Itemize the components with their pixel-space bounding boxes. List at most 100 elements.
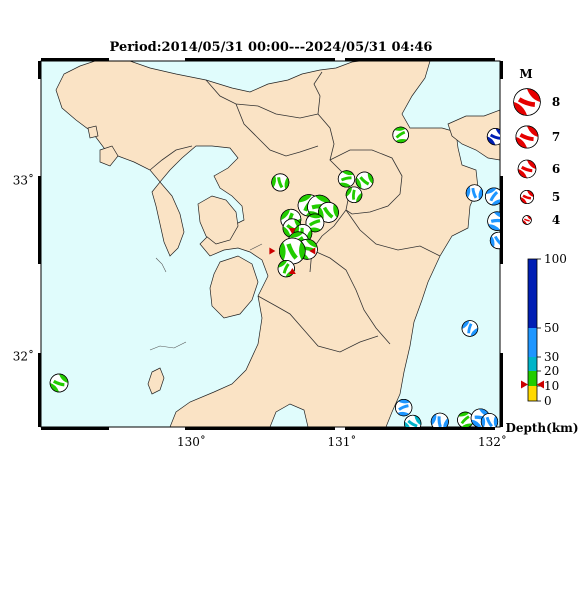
earthquake-mechanism[interactable] <box>428 410 451 433</box>
beachball-quadrant <box>527 88 541 102</box>
beachball-quadrant <box>488 224 500 231</box>
depth-band <box>528 357 537 371</box>
beachball-quadrant <box>527 126 538 137</box>
depth-tick-label: 10 <box>544 379 559 393</box>
beachball-quadrant <box>490 236 495 248</box>
beachball-quadrant <box>527 160 536 169</box>
beachball-quadrant <box>283 226 291 238</box>
earthquake-mechanism[interactable] <box>390 124 412 146</box>
beachball-band <box>471 187 478 199</box>
magnitude-legend-ball[interactable] <box>519 189 535 205</box>
earthquake-mechanism[interactable] <box>49 373 69 393</box>
earthquake-mechanism[interactable] <box>353 169 375 191</box>
beachball-rim <box>430 412 449 427</box>
earthquake-mechanism[interactable] <box>392 396 415 419</box>
earthquake-mechanism[interactable] <box>335 168 358 191</box>
frame-ticks <box>38 58 503 430</box>
beachball-quadrant <box>298 194 312 203</box>
beachball-quadrant <box>493 415 498 427</box>
beachball-quadrant <box>50 383 60 392</box>
earthquake-mechanism[interactable] <box>268 170 292 194</box>
beachball-quadrant <box>471 419 482 427</box>
beachball-band <box>286 243 298 260</box>
beachball-quadrant <box>280 209 290 221</box>
land-islands-nw <box>87 125 119 167</box>
beachball-quadrant <box>527 190 534 197</box>
beachball-quadrant <box>431 414 437 426</box>
earthquake-mechanism[interactable] <box>461 320 479 337</box>
beachball-quadrant <box>491 198 500 205</box>
beachball-rim <box>271 173 290 192</box>
earthquake-mechanism[interactable] <box>487 229 510 252</box>
earthquake-mechanism[interactable] <box>486 128 504 146</box>
beachball-band <box>437 416 442 427</box>
earthquake-mechanism[interactable] <box>463 181 486 204</box>
beachball-rim <box>519 189 535 205</box>
beachball-quadrant <box>367 172 373 184</box>
magnitude-legend-title: M <box>519 67 532 81</box>
beachball-band <box>519 133 534 142</box>
map-panel: 130˚ 131˚ 132˚ 33˚ 32˚ <box>13 58 510 449</box>
earthquake-mechanism[interactable] <box>485 209 509 233</box>
earthquake-mechanism[interactable] <box>302 210 327 235</box>
beachball-band <box>352 189 356 200</box>
earthquake-mechanism[interactable] <box>478 410 501 433</box>
depth-band <box>528 371 537 386</box>
earthquake-mechanism[interactable] <box>483 186 505 208</box>
land-koshiki <box>147 367 165 395</box>
land-amakusa <box>209 255 259 319</box>
beachball-quadrant <box>487 136 496 145</box>
magnitude-legend-ball[interactable] <box>513 88 541 116</box>
beachball-quadrant <box>308 214 322 219</box>
mainshock-marker <box>288 267 296 274</box>
land-osumi-tip <box>269 403 309 427</box>
beachball-quadrant <box>271 175 276 188</box>
beachball-rim <box>515 125 539 149</box>
beachball-quadrant <box>495 128 500 137</box>
beachball-quadrant <box>278 260 288 268</box>
beachball-band <box>489 133 500 140</box>
beachball-rim <box>404 414 422 427</box>
magnitude-legend-ball[interactable] <box>517 159 537 179</box>
lon-tick-label: 132˚ <box>478 434 507 449</box>
lat-tick-label: 33˚ <box>13 173 34 188</box>
tick-labels: 130˚ 131˚ 132˚ 33˚ 32˚ <box>13 173 507 449</box>
magnitude-legend-ball[interactable] <box>522 215 532 225</box>
earthquake-mechanism[interactable] <box>403 414 423 434</box>
depth-bar-frame <box>527 258 538 402</box>
mainshock-markers <box>269 228 316 274</box>
beachball-quadrant <box>513 102 527 116</box>
depth-band <box>528 259 537 328</box>
beachball-quadrant <box>342 170 354 176</box>
beachball-quadrant <box>356 177 362 189</box>
beachball-band <box>359 176 370 186</box>
earthquake-mechanism[interactable] <box>344 185 363 204</box>
beachball-rim <box>277 260 295 278</box>
beachball-rim <box>395 399 413 417</box>
beachball-quadrant <box>458 412 470 417</box>
beachball-quadrant <box>481 416 486 427</box>
land-layer <box>55 61 500 427</box>
depth-tick-label: 50 <box>544 321 559 335</box>
beachball-rim <box>355 171 374 190</box>
depth-marker <box>537 380 544 389</box>
mainshock-marker <box>309 247 316 255</box>
beachball-quadrant <box>346 187 353 197</box>
land-shimabara <box>197 195 239 245</box>
beachball-band <box>460 415 470 425</box>
beachball-quadrant <box>59 374 68 384</box>
beachball-band <box>282 263 290 274</box>
beachball-quadrant <box>299 241 305 260</box>
magnitude-legend-ball[interactable] <box>515 125 539 149</box>
magnitude-legend-label: 8 <box>552 95 560 109</box>
earthquake-mechanism[interactable] <box>455 409 476 430</box>
depth-band <box>528 386 537 401</box>
beachball-band <box>395 130 406 139</box>
beachball-rim <box>517 159 537 179</box>
beachball-rim <box>392 126 409 144</box>
land-shikoku <box>447 109 500 161</box>
beachball-quadrant <box>279 242 286 261</box>
beachball-band <box>467 323 473 334</box>
beachball-band <box>517 97 536 107</box>
